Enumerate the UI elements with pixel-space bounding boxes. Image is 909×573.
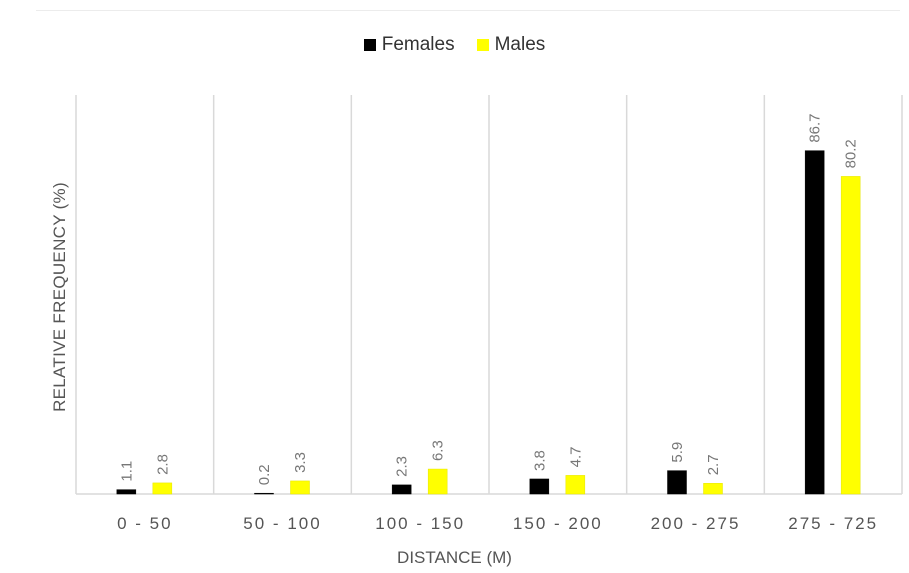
data-label-females-5: 86.7: [807, 113, 824, 142]
legend-swatch-females: [363, 39, 376, 51]
bar-females-5: [804, 150, 825, 495]
bar-males-5: [840, 176, 861, 495]
bar-females-4: [667, 470, 687, 495]
data-label-females-1: 0.2: [256, 464, 273, 485]
bar-females-2: [391, 484, 412, 495]
data-label-males-2: 6.3: [430, 440, 447, 461]
legend-label-males: Males: [494, 34, 546, 55]
x-tick-label-1: 50 - 100: [243, 514, 321, 533]
data-label-males-4: 2.7: [705, 454, 722, 475]
data-label-males-0: 2.8: [154, 454, 171, 475]
bar-females-3: [529, 478, 550, 495]
bar-males-0: [152, 482, 173, 495]
x-tick-label-3: 150 - 200: [513, 514, 603, 533]
x-tick-label-4: 200 - 275: [651, 514, 741, 533]
data-label-males-5: 80.2: [843, 139, 860, 168]
bar-males-4: [703, 483, 723, 495]
chart-legend: Females Males: [0, 34, 909, 56]
bar-males-2: [427, 468, 448, 495]
data-label-females-0: 1.1: [118, 461, 135, 482]
x-tick-label-0: 0 - 50: [117, 514, 172, 533]
data-label-males-1: 3.3: [292, 452, 309, 473]
bar-males-1: [290, 480, 310, 495]
legend-label-females: Females: [381, 34, 455, 55]
legend-item-females: Females: [363, 34, 455, 56]
x-axis-title: DISTANCE (M): [397, 548, 512, 567]
x-tick-label-5: 275 - 725: [788, 514, 878, 533]
data-label-females-2: 2.3: [394, 456, 411, 477]
data-label-males-3: 4.7: [567, 447, 584, 468]
top-border: [36, 10, 900, 11]
data-label-females-4: 5.9: [669, 442, 686, 463]
y-axis-title: RELATIVE FREQUENCY (%): [50, 182, 69, 412]
x-tick-label-2: 100 - 150: [375, 514, 465, 533]
bar-males-3: [565, 475, 586, 495]
bar-females-1: [254, 492, 274, 495]
bar-females-0: [116, 489, 137, 495]
legend-swatch-males: [476, 39, 489, 51]
data-label-females-3: 3.8: [531, 450, 548, 471]
legend-item-males: Males: [476, 34, 546, 56]
